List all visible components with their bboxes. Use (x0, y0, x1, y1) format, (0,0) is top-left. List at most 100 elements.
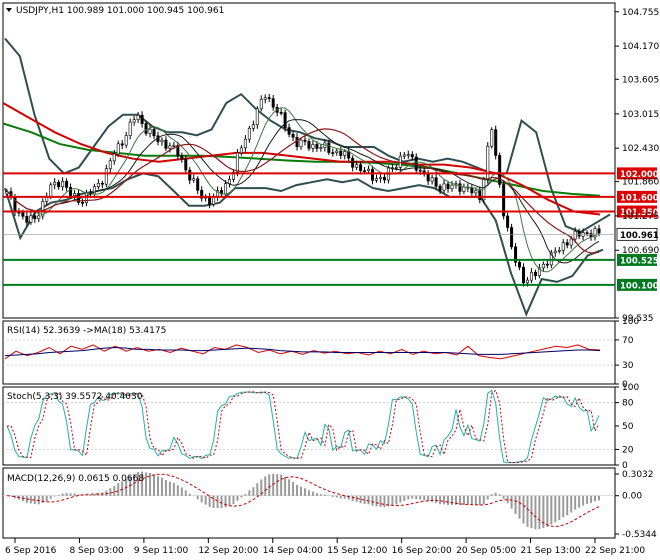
candle-body (184, 158, 188, 171)
time-tick-label: 9 Sep 11:00 (134, 546, 189, 556)
candle-body (426, 173, 430, 182)
candle-body (92, 186, 96, 195)
candle-body (541, 263, 545, 269)
candle-body (53, 181, 57, 186)
candle-body (363, 170, 367, 173)
candle-body (533, 271, 537, 276)
candle-body (283, 112, 287, 128)
candle-body (148, 128, 152, 134)
macd-panel[interactable]: 0.3032 0.00 -0.5344 MACD(12,26,9) 0.0615 0… (2, 467, 657, 540)
candle-body (251, 124, 255, 129)
candle-body (510, 227, 514, 248)
candle-body (21, 212, 25, 217)
candle-body (140, 114, 144, 124)
level-badge-3: 100.525 (617, 253, 659, 266)
rsi-line (4, 344, 601, 360)
macd-series-group (3, 471, 615, 530)
stochastic-panel[interactable]: 100 80 50 20 0 Stoch(5,3,3) 39.5572 40.4030 (2, 383, 639, 471)
candle-body (29, 215, 33, 223)
main-price-panel[interactable]: 102.000 101.600 101.350 100.525 100.100 100.9… (2, 2, 659, 324)
price-tick-label: 103.015 (622, 110, 659, 120)
level-badge-bg (617, 205, 657, 218)
candle-body (367, 168, 371, 172)
candle-body (136, 114, 140, 121)
price-tick-label: 101.275 (622, 212, 659, 222)
candle-body (267, 97, 271, 99)
candlesticks (5, 93, 601, 287)
candle-body (124, 135, 128, 146)
candle-body (116, 143, 120, 155)
candle-body (33, 215, 37, 220)
candle-body (402, 154, 406, 157)
candle-body (73, 193, 77, 196)
candle-body (359, 164, 363, 172)
rsi-tick-label: 0 (622, 380, 628, 390)
stoch-tick-label: 80 (622, 399, 634, 409)
candle-body (180, 155, 184, 160)
price-tick-label: 102.430 (622, 144, 659, 154)
level-badge-bg (617, 167, 657, 180)
candle-body (327, 142, 331, 153)
price-tick-label: 100.690 (622, 246, 659, 256)
stoch-label: Stoch(5,3,3) 39.5572 40.4030 (7, 392, 143, 402)
candle-body (108, 160, 112, 170)
candle-body (561, 242, 565, 251)
time-tick-label: 8 Sep 03:00 (69, 546, 124, 556)
candle-body (96, 182, 100, 187)
stoch-series-group (3, 389, 615, 464)
time-tick-label: 21 Sep 13:00 (521, 546, 581, 556)
candle-body (196, 178, 200, 191)
candle-body (287, 127, 291, 135)
candle-body (418, 169, 422, 172)
candle-body (565, 242, 569, 246)
candle-body (494, 129, 498, 156)
macd-tick-label: -0.5344 (622, 530, 657, 540)
candle-body (319, 147, 323, 149)
candle-body (335, 150, 339, 153)
candle-body (160, 139, 164, 143)
candle-body (577, 230, 581, 237)
time-tick-label: 6 Sep 2016 (5, 546, 57, 556)
dropdown-triangle-icon[interactable] (6, 8, 12, 12)
candle-body (57, 181, 61, 188)
candle-body (104, 168, 108, 185)
candle-body (486, 145, 490, 180)
rsi-series-group (3, 339, 615, 366)
candle-body (442, 183, 446, 191)
price-tick-label: 103.605 (622, 75, 659, 85)
rsi-label: RSI(14) 52.3639 ->MA(18) 53.4175 (7, 326, 166, 336)
macd-label: MACD(12,26,9) 0.0615 0.0668 (7, 474, 144, 484)
stoch-signal-line (7, 389, 600, 464)
candle-body (339, 150, 343, 156)
price-tick-label: 104.755 (622, 8, 659, 18)
rsi-tick-label: 30 (622, 361, 634, 371)
candle-body (112, 153, 116, 162)
candle-body (303, 139, 307, 142)
price-tick-label: 101.860 (622, 178, 659, 188)
level-badge-text: 100.100 (620, 281, 659, 291)
candle-body (438, 186, 442, 191)
candle-body (69, 187, 73, 196)
time-tick-label: 12 Sep 20:00 (198, 546, 258, 556)
candle-body (478, 190, 482, 201)
level-badge-text: 100.525 (620, 256, 659, 266)
candle-body (525, 279, 529, 284)
candle-body (382, 176, 386, 181)
candle-body (200, 190, 204, 199)
candle-body (343, 151, 347, 156)
candle-body (490, 129, 494, 147)
candle-body (569, 238, 573, 246)
candle-body (271, 98, 275, 108)
candle-body (192, 178, 196, 181)
macd-tick-label: 0.00 (622, 492, 642, 502)
candle-body (506, 215, 510, 228)
candle-body (84, 192, 88, 204)
candle-body (100, 182, 104, 185)
time-tick-label: 16 Sep 20:00 (392, 546, 452, 556)
macd-panel-frame (2, 467, 616, 539)
rsi-panel[interactable]: 100 70 30 0 RSI(14) 52.3639 ->MA(18) 53.417… (2, 317, 639, 390)
level-badge-1: 101.600 (617, 190, 659, 203)
candle-body (462, 186, 466, 192)
candle-body (355, 164, 359, 168)
